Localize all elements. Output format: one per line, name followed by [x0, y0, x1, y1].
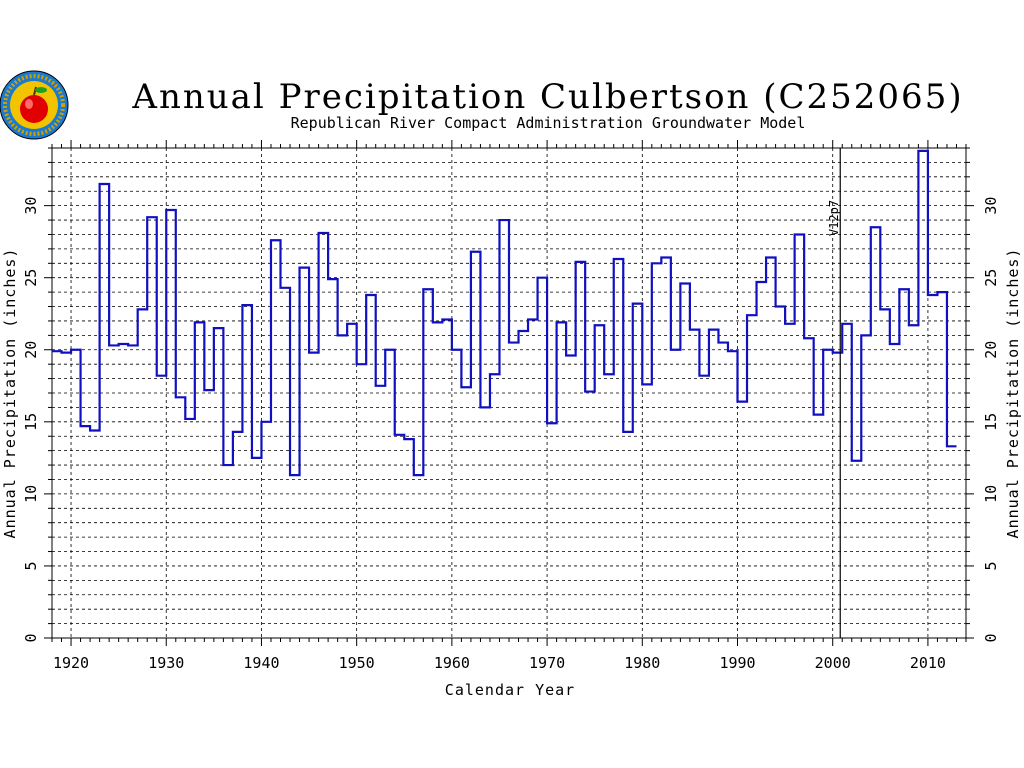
- axis-ticks: 1920 1930 1940 1950 1960 1970 1980 1990 2000 2010…: [22, 140, 1000, 672]
- series-line: [52, 149, 957, 477]
- y-tick-label-left: 20: [22, 341, 40, 359]
- plot-frame: [51, 147, 967, 639]
- y-tick-label-right: 30: [982, 197, 1000, 215]
- x-tick-label: 1970: [529, 654, 565, 672]
- x-tick-label: 2010: [910, 654, 946, 672]
- y-tick-label-left: 0: [22, 633, 40, 642]
- y-tick-label-left: 30: [22, 197, 40, 215]
- y-axis-label-left: Annual Precipitation (inches): [1, 248, 19, 539]
- series-group: [52, 149, 957, 477]
- x-tick-label: 1960: [434, 654, 470, 672]
- y-tick-label-right: 15: [982, 413, 1000, 431]
- annotation-label: V12p7: [827, 200, 841, 236]
- chart-title: Annual Precipitation Culbertson (C252065…: [131, 77, 963, 117]
- y-tick-label-left: 25: [22, 269, 40, 287]
- y-tick-label-right: 5: [982, 561, 1000, 570]
- y-tick-label-right: 0: [982, 633, 1000, 642]
- y-axis-label-right: Annual Precipitation (inches): [1004, 248, 1022, 539]
- rrca-logo: [0, 70, 69, 140]
- x-tick-label: 1930: [148, 654, 184, 672]
- x-tick-label: 1940: [243, 654, 279, 672]
- y-tick-label-left: 5: [22, 561, 40, 570]
- chart-subtitle: Republican River Compact Administration …: [291, 114, 806, 132]
- y-tick-label-right: 10: [982, 485, 1000, 503]
- y-tick-label-left: 10: [22, 485, 40, 503]
- x-tick-label: 2000: [815, 654, 851, 672]
- y-tick-label-right: 20: [982, 341, 1000, 359]
- x-axis-label: Calendar Year: [445, 681, 575, 699]
- x-tick-label: 1920: [53, 654, 89, 672]
- annotation-group: V12p7: [827, 148, 841, 638]
- x-tick-label: 1950: [339, 654, 375, 672]
- x-tick-label: 1980: [624, 654, 660, 672]
- y-tick-label-right: 25: [982, 269, 1000, 287]
- y-tick-label-left: 15: [22, 413, 40, 431]
- x-tick-label: 1990: [719, 654, 755, 672]
